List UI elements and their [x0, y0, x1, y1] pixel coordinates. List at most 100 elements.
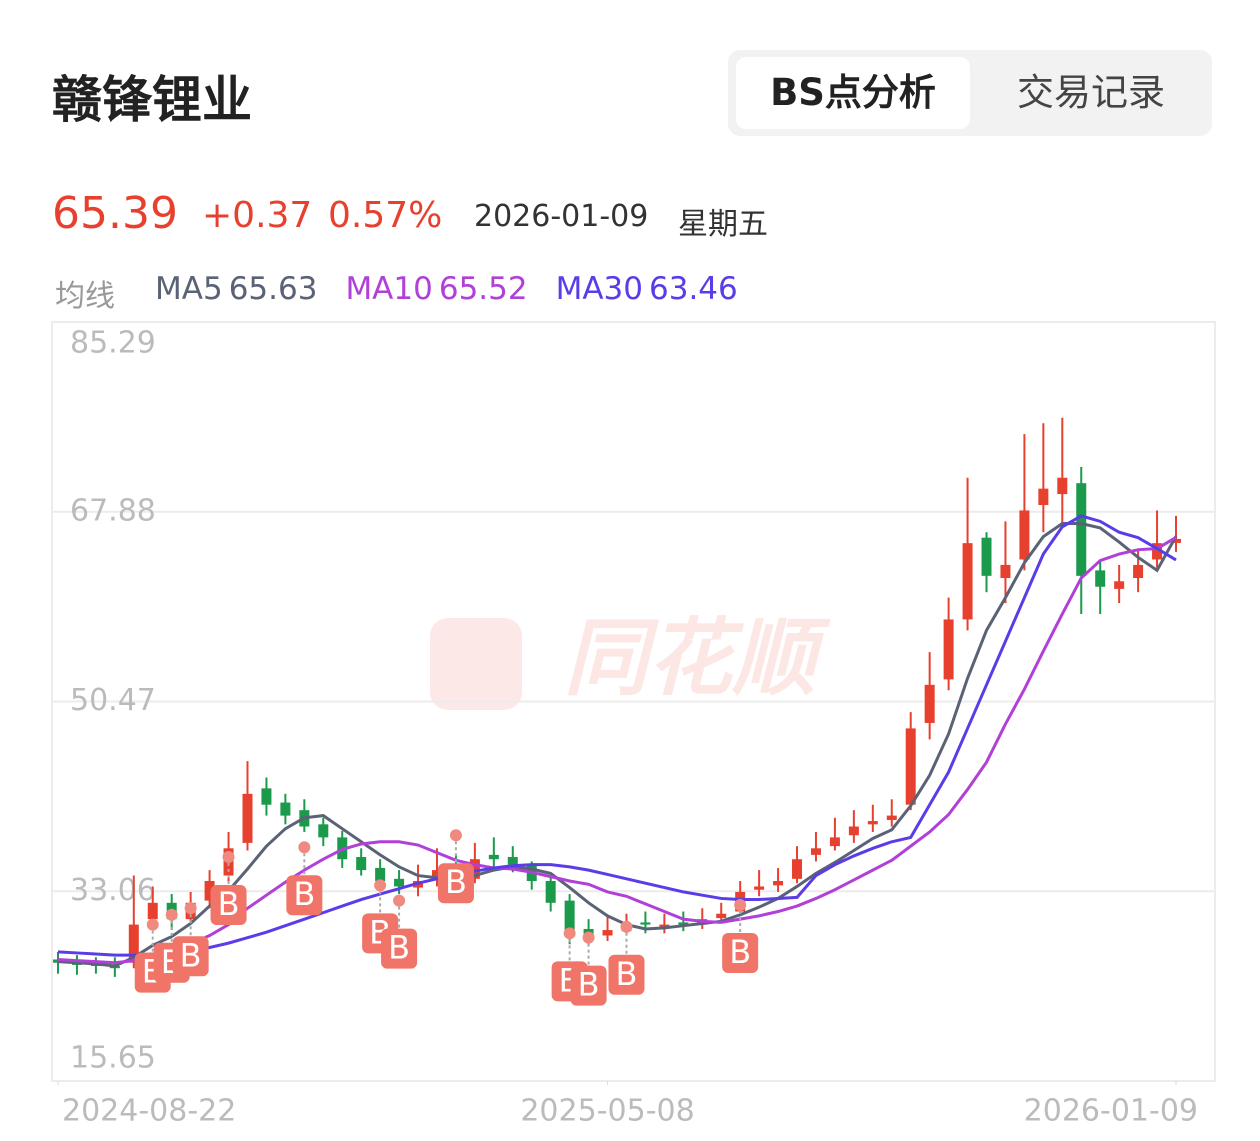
buy-badge [286, 875, 323, 916]
y-tick-label: 85.29 [70, 326, 156, 361]
y-tick-label: 67.88 [70, 493, 156, 528]
buy-point [165, 908, 178, 921]
candle-body [394, 878, 405, 887]
ma-label: 均线 [55, 279, 115, 314]
buy-badge-label: B [388, 929, 410, 967]
candle-body [469, 859, 480, 879]
buy-point [582, 931, 595, 944]
ma-name: MA30 [555, 271, 643, 307]
buy-badge-label: B [293, 875, 315, 913]
candle-body [564, 900, 575, 931]
buy-point [620, 920, 633, 933]
ma-value: 63.46 [649, 271, 738, 307]
candle-body [1095, 570, 1106, 587]
buy-point [184, 902, 197, 915]
buy-point [734, 898, 747, 911]
buy-badge-label: B [729, 933, 751, 971]
stock-title: 赣锋锂业 [52, 71, 252, 129]
candle-body [1114, 581, 1125, 589]
y-tick-label: 33.06 [70, 873, 156, 908]
change-pct: 0.57% [328, 195, 443, 236]
buy-badge [381, 928, 418, 969]
candle-body [1019, 510, 1030, 560]
buy-point [298, 841, 311, 854]
candle-body [829, 837, 840, 847]
candle-body [792, 859, 803, 879]
candle-body [242, 793, 253, 843]
buy-badge-label: B [615, 955, 637, 993]
x-tick-label: 2024-08-22 [62, 1094, 236, 1129]
x-tick-label: 2025-05-08 [520, 1094, 694, 1129]
candle-body [431, 870, 442, 879]
buy-point [374, 879, 387, 892]
candle-body [507, 857, 518, 865]
candle-body [810, 848, 821, 855]
tab[interactable]: 交易记录 [1017, 71, 1165, 114]
candle-body [147, 902, 158, 920]
buy-badge-label: B [218, 885, 240, 923]
watermark: 同花顺 [564, 609, 831, 707]
candle-body [848, 826, 859, 836]
ma-line [57, 514, 1177, 957]
buy-badge-label: B [180, 936, 202, 974]
candle-body [886, 815, 897, 820]
candle-body [1057, 477, 1068, 495]
candle-body [1038, 488, 1049, 505]
candle-body [261, 788, 272, 805]
candle-body [356, 857, 367, 871]
buy-point [393, 894, 406, 907]
candle-body [1152, 543, 1163, 560]
candle-body [754, 886, 765, 890]
candle-body [716, 913, 727, 919]
tab-bar: BS点分析 交易记录 [728, 50, 1212, 136]
ma-value: 65.52 [438, 271, 528, 307]
candle-body [962, 543, 973, 620]
y-tick-label: 50.47 [70, 683, 156, 718]
candle-body [640, 922, 651, 925]
tab-active[interactable]: BS点分析 [736, 57, 970, 129]
date: 2026-01-09 [474, 199, 649, 234]
candle-body [375, 867, 386, 882]
ma-name: MA5 [155, 271, 223, 307]
candle-body [53, 959, 63, 963]
candle-body [602, 930, 613, 936]
change: +0.37 [202, 195, 313, 236]
candle-body [1000, 564, 1011, 579]
weekday: 星期五 [678, 207, 768, 242]
candle-body [1171, 538, 1181, 543]
candle-body [943, 619, 954, 680]
x-tick-label: 2026-01-09 [1024, 1094, 1198, 1129]
buy-badge [608, 954, 645, 995]
candle-body [905, 728, 916, 805]
candle-body [924, 684, 935, 723]
candle-body [659, 924, 670, 927]
buy-point [449, 829, 462, 842]
y-tick-label: 15.65 [70, 1041, 156, 1076]
buy-badge [172, 936, 209, 977]
candle-body [1133, 564, 1144, 579]
buy-badge [570, 965, 607, 1006]
buy-point [222, 851, 235, 864]
buy-badge [722, 932, 759, 973]
buy-point [146, 918, 159, 931]
candle-body [678, 922, 689, 925]
buy-badge [210, 885, 247, 926]
price: 65.39 [52, 188, 178, 239]
candle-body [981, 537, 992, 576]
candle-body [545, 881, 556, 903]
candle-body [204, 881, 215, 901]
buy-badge-label: B [578, 966, 600, 1004]
candle-body [488, 854, 499, 860]
ma-legend: MA5 65.63 MA10 65.52 MA30 63.46 [155, 271, 766, 307]
buy-point [563, 927, 576, 940]
candle-body [128, 924, 139, 963]
ma-line [57, 522, 1178, 968]
buy-badge-label: B [445, 863, 467, 901]
candle-body [867, 821, 878, 825]
candle-body [1076, 483, 1087, 576]
candle-body [280, 802, 291, 816]
ma-value: 65.63 [228, 271, 318, 307]
ma-name: MA10 [345, 271, 433, 307]
